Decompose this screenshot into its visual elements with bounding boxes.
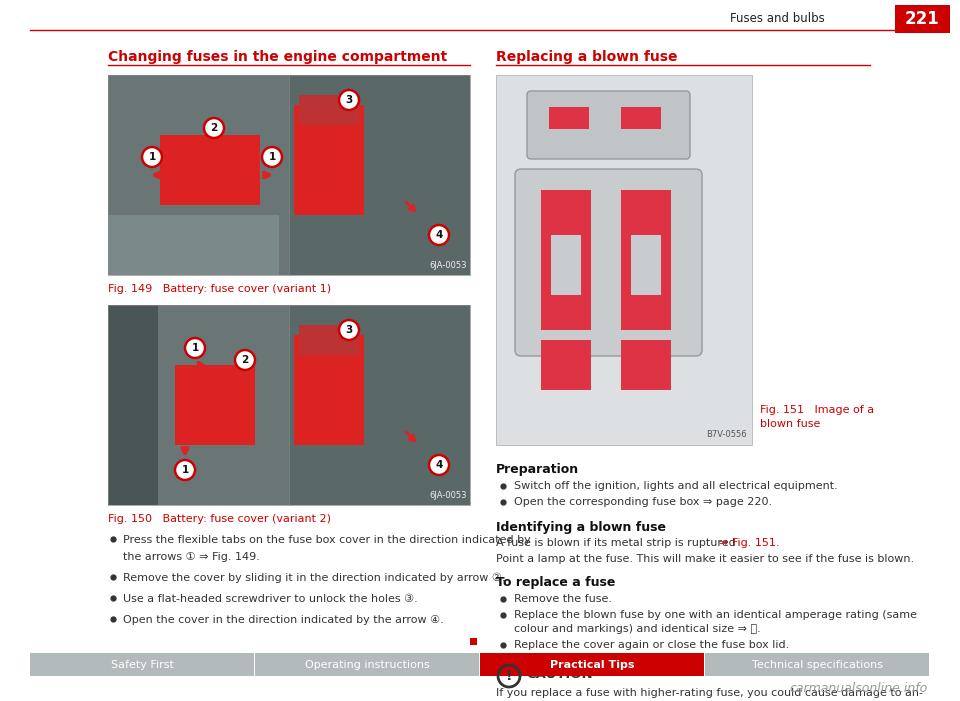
Text: the arrows ① ⇒ Fig. 149.: the arrows ① ⇒ Fig. 149. [123, 552, 260, 562]
Text: If you replace a fuse with higher-rating fuse, you could cause damage to an-: If you replace a fuse with higher-rating… [496, 688, 923, 698]
Text: 1: 1 [191, 343, 199, 353]
FancyBboxPatch shape [108, 215, 279, 275]
Text: Practical Tips: Practical Tips [550, 660, 635, 669]
Circle shape [339, 320, 359, 340]
FancyBboxPatch shape [108, 305, 289, 505]
Text: 2: 2 [210, 123, 218, 133]
Text: Press the flexible tabs on the fuse box cover in the direction indicated by: Press the flexible tabs on the fuse box … [123, 535, 531, 545]
Text: CAUTION: CAUTION [526, 668, 592, 681]
Circle shape [235, 350, 255, 370]
FancyBboxPatch shape [299, 95, 359, 125]
Circle shape [142, 147, 162, 167]
Text: !: ! [506, 669, 513, 683]
FancyBboxPatch shape [541, 190, 591, 330]
Circle shape [175, 460, 195, 480]
Text: 6JA-0053: 6JA-0053 [429, 491, 467, 500]
FancyBboxPatch shape [631, 235, 661, 295]
FancyBboxPatch shape [551, 235, 581, 295]
FancyBboxPatch shape [527, 91, 690, 159]
Circle shape [262, 147, 282, 167]
Text: 2: 2 [241, 355, 249, 365]
Text: 4: 4 [435, 230, 443, 240]
Circle shape [429, 455, 449, 475]
Text: Fuses and bulbs: Fuses and bulbs [731, 11, 825, 25]
Circle shape [185, 338, 205, 358]
Text: 1: 1 [149, 152, 156, 162]
Text: 4: 4 [435, 460, 443, 470]
FancyBboxPatch shape [289, 305, 470, 505]
FancyBboxPatch shape [705, 653, 929, 676]
Text: 1: 1 [269, 152, 276, 162]
Text: Technical specifications: Technical specifications [752, 660, 883, 669]
Text: Identifying a blown fuse: Identifying a blown fuse [496, 521, 666, 534]
Text: Remove the fuse.: Remove the fuse. [514, 594, 612, 604]
Text: A fuse is blown if its metal strip is ruptured: A fuse is blown if its metal strip is ru… [496, 538, 743, 548]
FancyBboxPatch shape [470, 638, 477, 645]
FancyBboxPatch shape [480, 653, 704, 676]
Text: To replace a fuse: To replace a fuse [496, 576, 615, 589]
Text: Point a lamp at the fuse. This will make it easier to see if the fuse is blown.: Point a lamp at the fuse. This will make… [496, 554, 914, 564]
FancyBboxPatch shape [108, 75, 289, 275]
FancyBboxPatch shape [621, 107, 661, 129]
Text: blown fuse: blown fuse [760, 419, 821, 429]
Text: Replacing a blown fuse: Replacing a blown fuse [496, 50, 678, 64]
Text: Fig. 150   Battery: fuse cover (variant 2): Fig. 150 Battery: fuse cover (variant 2) [108, 514, 331, 524]
FancyBboxPatch shape [515, 169, 702, 356]
FancyBboxPatch shape [30, 653, 254, 676]
Text: ⇒ Fig. 151.: ⇒ Fig. 151. [719, 538, 780, 548]
Text: 6JA-0053: 6JA-0053 [429, 261, 467, 270]
Text: Operating instructions: Operating instructions [305, 660, 430, 669]
FancyBboxPatch shape [591, 113, 619, 125]
Circle shape [204, 118, 224, 138]
Text: Changing fuses in the engine compartment: Changing fuses in the engine compartment [108, 50, 447, 64]
FancyBboxPatch shape [255, 653, 479, 676]
FancyBboxPatch shape [299, 325, 359, 355]
FancyBboxPatch shape [175, 365, 255, 445]
FancyBboxPatch shape [108, 305, 158, 505]
Text: Replace the cover again or close the fuse box lid.: Replace the cover again or close the fus… [514, 640, 789, 650]
Text: 3: 3 [346, 95, 352, 105]
Text: Open the corresponding fuse box ⇒ page 220.: Open the corresponding fuse box ⇒ page 2… [514, 497, 772, 507]
FancyBboxPatch shape [289, 75, 470, 275]
FancyBboxPatch shape [621, 190, 671, 330]
Text: Fig. 149   Battery: fuse cover (variant 1): Fig. 149 Battery: fuse cover (variant 1) [108, 284, 331, 294]
FancyBboxPatch shape [160, 135, 260, 205]
Circle shape [339, 90, 359, 110]
FancyBboxPatch shape [895, 5, 950, 33]
Text: Preparation: Preparation [496, 463, 579, 476]
Text: Replace the blown fuse by one with an ⁠identical amperage rating (same: Replace the blown fuse by one with an ⁠i… [514, 610, 917, 620]
Text: carmanualsonline.info: carmanualsonline.info [790, 681, 928, 695]
Text: 221: 221 [904, 10, 940, 28]
Text: Use a flat-headed screwdriver to unlock the holes ③.: Use a flat-headed screwdriver to unlock … [123, 594, 418, 604]
Text: 1: 1 [181, 465, 188, 475]
Text: Remove the cover by sliding it in the direction indicated by arrow ②.: Remove the cover by sliding it in the di… [123, 573, 506, 583]
FancyBboxPatch shape [621, 340, 671, 390]
Text: 3: 3 [346, 325, 352, 335]
FancyBboxPatch shape [541, 340, 591, 390]
Text: colour and markings) and ⁠identical size ⇒ ⓪.: colour and markings) and ⁠identical size… [514, 624, 760, 634]
Text: Fig. 151   Image of a: Fig. 151 Image of a [760, 405, 875, 415]
Text: B7V-0556: B7V-0556 [707, 430, 747, 439]
Text: Switch off the ignition, lights and all electrical equipment.: Switch off the ignition, lights and all … [514, 481, 838, 491]
FancyBboxPatch shape [496, 75, 752, 445]
FancyBboxPatch shape [294, 105, 364, 215]
Text: Safety First: Safety First [111, 660, 174, 669]
Text: Open the cover in the direction indicated by the arrow ④.: Open the cover in the direction indicate… [123, 615, 444, 625]
FancyBboxPatch shape [549, 107, 589, 129]
FancyBboxPatch shape [294, 335, 364, 445]
Circle shape [429, 225, 449, 245]
